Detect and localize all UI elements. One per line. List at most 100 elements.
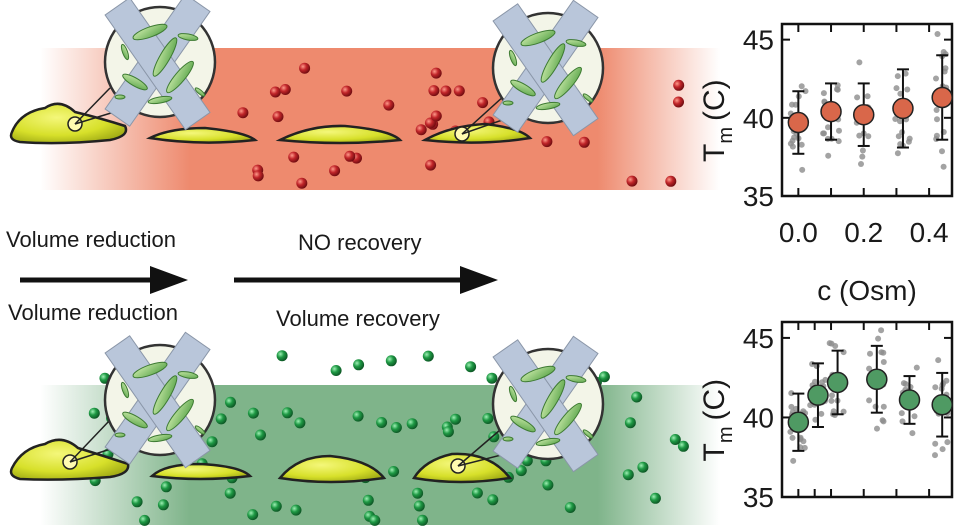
scatter-point <box>897 118 903 125</box>
y-tick-label: 35 <box>743 482 774 513</box>
scatter-point <box>879 417 886 424</box>
particle <box>344 150 356 162</box>
particle <box>417 514 428 526</box>
cell-6 <box>149 462 253 481</box>
particle <box>330 365 342 376</box>
zoom-circle-3 <box>103 331 217 469</box>
scatter-point <box>858 161 864 167</box>
particle <box>649 492 661 504</box>
y-tick-label: 45 <box>743 323 774 354</box>
bottom-arrow-right-label: Volume recovery <box>276 306 440 331</box>
scatter-point <box>788 403 795 410</box>
particle <box>622 469 634 481</box>
scatter-point <box>880 349 887 356</box>
scatter-point <box>939 148 945 155</box>
particle <box>564 502 576 513</box>
particle <box>353 359 365 371</box>
scatter-point <box>829 392 835 399</box>
zoom-circle-1 <box>103 0 217 131</box>
scatter-point <box>900 380 907 387</box>
particle <box>376 417 388 428</box>
particle <box>206 436 218 448</box>
particle <box>252 170 264 182</box>
particle <box>341 85 353 97</box>
scatter-point <box>812 378 818 385</box>
mean-marker <box>787 111 810 134</box>
particle <box>542 479 554 491</box>
particle <box>442 426 454 438</box>
mean-marker <box>892 97 914 120</box>
mean-marker <box>898 389 921 411</box>
mean-marker <box>826 371 849 394</box>
scatter-point <box>874 425 880 432</box>
scatter-point <box>792 101 799 108</box>
particle <box>673 79 685 91</box>
scatter-point <box>880 359 887 365</box>
scatter-point <box>799 166 806 173</box>
particle <box>440 85 452 97</box>
x-tick-label: 0.2 <box>844 217 883 248</box>
cell-4 <box>420 122 533 144</box>
scatter-point <box>894 73 901 80</box>
bottom-arrow-left-label: Volume reduction <box>8 300 178 325</box>
particle <box>626 175 638 187</box>
scatter-point <box>911 413 918 420</box>
scatter-point <box>789 434 796 441</box>
particle <box>415 124 427 136</box>
scatter-point <box>798 141 805 148</box>
scatter-point <box>801 444 808 451</box>
particle <box>139 514 151 526</box>
particle <box>624 417 636 429</box>
scatter-point <box>880 403 887 410</box>
scatter-point <box>898 410 905 417</box>
x-axis-label: c (Osm) <box>817 275 917 306</box>
particle <box>279 84 291 95</box>
cell-3 <box>275 124 403 145</box>
zoom-circle-4 <box>491 335 605 473</box>
particle <box>272 111 284 123</box>
zoom-circle-2 <box>491 0 605 137</box>
arrow-long <box>234 266 498 294</box>
particle <box>486 372 498 384</box>
chart-top: 35 40 45 0.0 0.2 0.4 c (Osm) Tm(C) <box>698 22 954 306</box>
y-axis-label: Tm(C) <box>698 379 737 462</box>
scatter-point <box>878 327 885 334</box>
mean-marker <box>787 411 810 433</box>
particle <box>281 407 293 419</box>
scatter-point <box>932 452 938 459</box>
particle <box>677 440 689 452</box>
particle <box>471 487 483 499</box>
scatter-point <box>904 86 911 93</box>
plot-frame <box>780 22 954 198</box>
scatter-point <box>913 364 920 371</box>
particle <box>430 67 442 79</box>
scatter-point <box>820 90 827 97</box>
scatter-point <box>932 384 939 391</box>
scatter-point <box>897 90 904 97</box>
top-arrow-right-label: NO recovery <box>298 230 421 255</box>
scatter-point <box>788 390 795 397</box>
particle <box>270 500 282 512</box>
particle <box>255 429 266 441</box>
scatter-point <box>866 397 873 404</box>
particle <box>412 487 424 499</box>
y-axis-label: Tm(C) <box>698 79 737 162</box>
scatter-point <box>790 457 797 464</box>
mean-marker <box>866 368 888 391</box>
particle <box>299 62 311 74</box>
scatter-point <box>933 107 940 113</box>
cell-2 <box>145 126 259 144</box>
particle <box>352 410 364 422</box>
particle <box>673 96 684 108</box>
particle <box>225 396 236 408</box>
particle <box>369 514 381 526</box>
mean-marker <box>807 384 829 406</box>
mean-marker <box>852 103 875 126</box>
scatter-point <box>944 439 951 446</box>
scatter-point <box>934 116 940 123</box>
scatter-point <box>893 85 900 92</box>
particle <box>160 481 172 493</box>
y-tick-label: 40 <box>743 402 774 433</box>
particle <box>669 434 681 445</box>
